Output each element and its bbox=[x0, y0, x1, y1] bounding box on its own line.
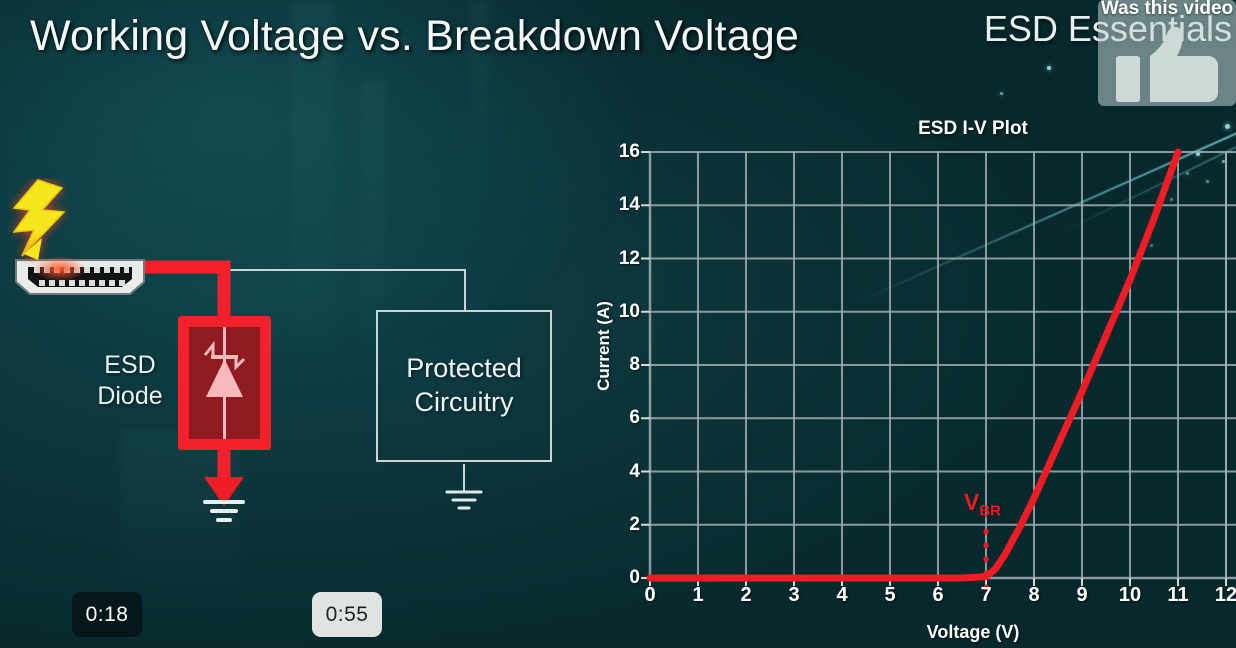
chart-title: ESD I-V Plot bbox=[918, 118, 1028, 139]
x-tick-label: 11 bbox=[1167, 584, 1189, 606]
x-tick-label: 6 bbox=[932, 584, 944, 606]
protected-label-line2: Circuitry bbox=[414, 386, 514, 417]
current-time-badge[interactable]: 0:18 bbox=[72, 592, 142, 637]
y-tick-label: 4 bbox=[629, 460, 640, 482]
protected-label-line1: Protected bbox=[406, 353, 522, 383]
y-tick-label: 14 bbox=[618, 194, 640, 216]
x-tick-label: 4 bbox=[836, 584, 848, 606]
x-tick-label: 3 bbox=[788, 584, 800, 606]
background-spark bbox=[1047, 66, 1051, 70]
esd-diode-block bbox=[178, 316, 271, 450]
like-prompt-text: Was this video bbox=[1100, 0, 1234, 19]
circuit-wiring bbox=[124, 260, 483, 522]
y-tick-label: 16 bbox=[618, 141, 640, 162]
background-spark bbox=[1196, 152, 1200, 156]
x-tick-label: 8 bbox=[1028, 584, 1040, 606]
total-time-badge[interactable]: 0:55 bbox=[312, 592, 382, 637]
background-spark bbox=[1225, 124, 1230, 129]
esd-protection-circuit-diagram bbox=[0, 180, 600, 540]
x-tick-label: 5 bbox=[884, 584, 896, 606]
protected-circuitry-label: Protected Circuitry bbox=[376, 352, 552, 420]
thumbs-up-icon[interactable] bbox=[1116, 26, 1220, 106]
background-streak bbox=[290, 0, 336, 430]
like-prompt-overlay[interactable]: Was this video bbox=[1098, 0, 1236, 106]
y-tick-label: 0 bbox=[629, 567, 640, 588]
lightning-bolt-icon bbox=[8, 178, 88, 277]
zener-diode-icon bbox=[203, 327, 246, 439]
ground-icon bbox=[203, 500, 245, 522]
ground-icon bbox=[445, 490, 483, 510]
background-spark bbox=[1222, 160, 1225, 163]
background-spark bbox=[1170, 198, 1173, 201]
y-tick-label: 8 bbox=[629, 354, 640, 375]
x-tick-label: 1 bbox=[692, 584, 704, 606]
background-spark bbox=[1150, 244, 1153, 247]
chart-x-axis-label: Voltage (V) bbox=[926, 622, 1020, 642]
background-spark bbox=[1000, 92, 1003, 95]
y-tick-label: 10 bbox=[618, 300, 640, 322]
esd-diode-label-line1: ESD bbox=[104, 351, 156, 379]
background-streak bbox=[360, 80, 386, 410]
chart-plot-area bbox=[641, 148, 1236, 591]
x-tick-label: 9 bbox=[1076, 584, 1088, 606]
y-tick-label: 2 bbox=[629, 513, 640, 535]
x-tick-label: 0 bbox=[644, 584, 656, 606]
background-spark bbox=[1186, 172, 1189, 175]
hdmi-connector-icon bbox=[12, 252, 148, 305]
background-streak bbox=[470, 0, 488, 240]
x-tick-label: 10 bbox=[1118, 584, 1142, 606]
x-tick-label: 7 bbox=[980, 584, 992, 606]
x-tick-label: 12 bbox=[1214, 584, 1236, 606]
protected-circuitry-block bbox=[376, 310, 552, 462]
breakdown-voltage-label: VBR bbox=[964, 489, 1002, 521]
y-tick-label: 6 bbox=[629, 407, 640, 429]
x-tick-label: 2 bbox=[740, 584, 752, 606]
esd-diode-label-line2: Diode bbox=[97, 381, 163, 410]
esd-diode-label: ESD Diode bbox=[88, 350, 172, 411]
page-title: Working Voltage vs. Breakdown Voltage bbox=[30, 12, 800, 60]
series-line bbox=[646, 148, 1182, 582]
background-glow bbox=[0, 0, 680, 389]
y-tick-label: 12 bbox=[618, 247, 640, 269]
background-spark bbox=[1206, 180, 1209, 183]
